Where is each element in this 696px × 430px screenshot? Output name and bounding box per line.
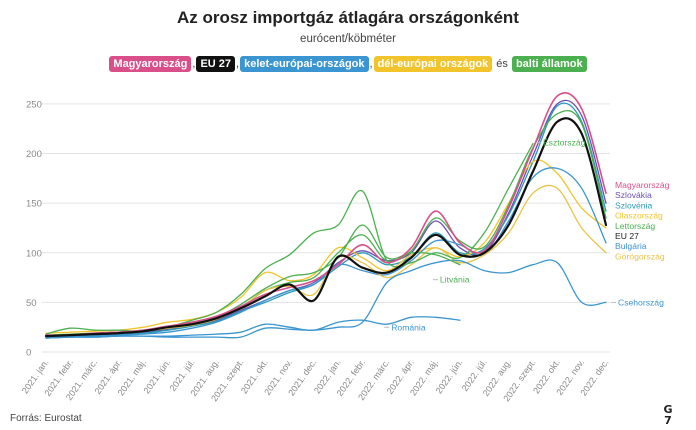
series-label: Szlovákia [615, 190, 652, 200]
chart-title: Az orosz importgáz átlagára országonként [177, 8, 519, 27]
legend-item: Magyarország [109, 56, 192, 72]
series-line [45, 224, 461, 336]
legend-item: kelet-európai-országok [240, 56, 369, 72]
source-note: Forrás: Eurostat [10, 413, 82, 424]
logo-letter-bottom: 7 [664, 414, 672, 427]
y-tick-label: 200 [26, 149, 42, 160]
series-line [45, 99, 607, 337]
series-label: Csehország [618, 297, 664, 307]
legend-item: dél-európai országok [373, 56, 493, 72]
legend-separator: , [236, 58, 240, 70]
y-tick-label: 250 [26, 99, 42, 110]
series-label: Görögország [615, 251, 665, 261]
y-tick-label: 150 [26, 199, 42, 210]
legend: Magyarország, EU 27, kelet-európai-országo… [0, 56, 696, 72]
legend-item: balti államok [511, 56, 587, 72]
logo-letter-top: G [663, 403, 673, 416]
y-tick-label: 0 [26, 348, 31, 359]
series-label: Litvánia [440, 275, 470, 285]
legend-separator: és [493, 58, 511, 70]
g7-logo: G 7 [658, 404, 678, 426]
series-label: Magyarország [615, 180, 670, 190]
series-line [45, 92, 607, 337]
chart-subtitle: eurócent/köbméter [300, 33, 396, 45]
series-label: EU 27 [615, 231, 639, 241]
y-tick-label: 50 [26, 298, 37, 309]
series-label: Szlovénia [615, 200, 652, 210]
series-label: Bulgária [615, 241, 647, 251]
series-line [45, 142, 534, 335]
y-tick-label: 100 [26, 248, 42, 259]
legend-separator: , [369, 58, 373, 70]
series-label: Románia [391, 322, 426, 332]
series-label: Lettország [615, 221, 655, 231]
legend-separator: , [192, 58, 196, 70]
series-label: Olaszország [615, 211, 663, 221]
series-line [45, 315, 461, 338]
series-label: Észtország [543, 138, 586, 148]
legend-item: EU 27 [196, 56, 236, 72]
series-line [44, 117, 608, 338]
